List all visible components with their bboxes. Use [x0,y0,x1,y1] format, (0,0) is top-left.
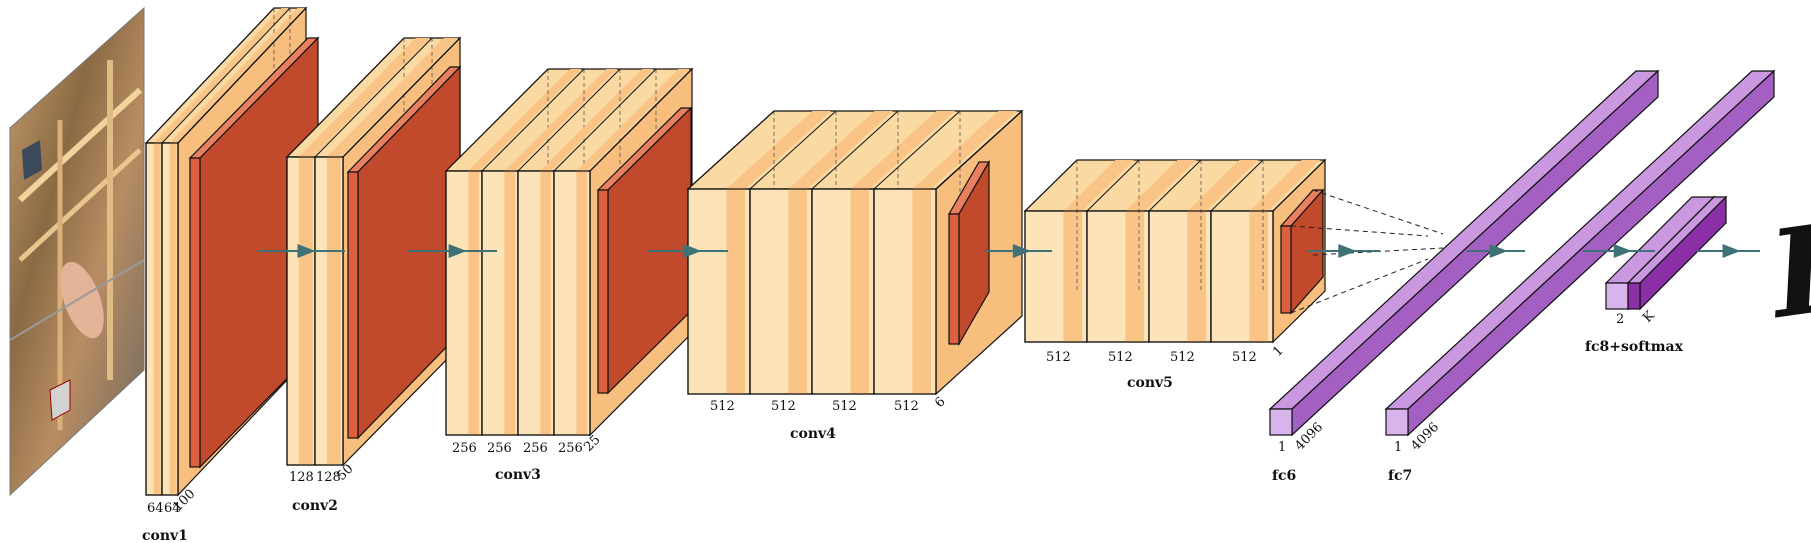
conv3-block-slab [481,68,618,436]
output-symbol: F [1759,193,1811,346]
fc8-dim-label: K [1640,308,1658,326]
conv3-block-slab [517,68,654,436]
fc7-block [1384,69,1776,437]
fc6-dim-label: 1 [1278,440,1286,455]
fc7-caption: fc7 [1388,468,1412,484]
conv4-pool-block [947,159,991,347]
conv3-dim-label: 256 [558,441,583,456]
flow-arrows [258,244,1760,258]
fc8-dim-label: 2 [1616,312,1624,327]
layer-blocks [144,6,1776,497]
flow-arrow [648,244,728,258]
conv5-dims: 512 512 512 512 1 [1046,343,1287,365]
flow-arrow [408,244,497,258]
conv4-dim-label: 512 [894,399,919,414]
input-image [9,6,145,497]
conv5-block-slab [1210,159,1321,343]
conv5-block [1023,158,1327,344]
conv1-caption: conv1 [142,528,188,543]
fc8-softmax-caption: fc8+softmax [1585,339,1684,355]
conv5-dim-label: 512 [1046,350,1071,365]
conv2-dim-label: 128 [289,470,314,485]
conv4-block-slab [873,110,1018,395]
fc6-block [1268,69,1660,437]
fc7-dim-label: 1 [1394,440,1402,455]
conv4-dims: 512 512 512 512 6 [710,394,949,414]
conv3-dim-label: 256 [523,441,548,456]
dashed-connector-line [1290,225,1429,237]
conv3-dim-label: 256 [452,441,477,456]
conv4-block-slab [811,110,956,395]
conv3-dim-label: 256 [487,441,512,456]
conv4-dim-label: 512 [710,399,735,414]
conv5-dim-label: 512 [1170,350,1195,365]
conv4-dim-label: 512 [771,399,796,414]
flow-arrow [985,244,1052,258]
conv3-block-slab [553,68,690,436]
conv3-caption: conv3 [495,467,541,483]
conv4-block [686,109,1024,396]
conv5-block-slab [1024,159,1135,343]
conv3-dims: 256 256 256 256 25 [452,433,604,456]
conv5-block-slab [1148,159,1259,343]
conv1-dim-label: 64 [147,501,164,516]
flow-arrow [1307,244,1380,258]
conv5-dim-label: 1 [1270,343,1286,359]
conv4-caption: conv4 [790,426,836,442]
conv2-block-slab [286,37,430,466]
fc8-dims: 2 K [1616,308,1658,327]
conv3-dim-label: 25 [581,433,603,455]
fc8-block-b [1626,195,1728,311]
dashed-connector-line [1290,258,1429,314]
flow-arrow [1583,244,1655,258]
conv5-dim-label: 512 [1108,350,1133,365]
dashed-connector-line [1312,189,1444,235]
conv2-block-slab [314,37,458,466]
conv2-pool-block [346,65,462,440]
conv2-caption: conv2 [292,498,338,514]
fc6-caption: fc6 [1272,468,1296,484]
conv5-block-slab [1086,159,1197,343]
conv4-block-slab [749,110,894,395]
flow-arrow [1467,244,1525,258]
conv4-dim-label: 6 [932,394,948,410]
conv4-dim-label: 512 [832,399,857,414]
conv3-block-slab [445,68,582,436]
flow-arrow [258,244,345,258]
flow-arrow [1697,244,1760,258]
conv2-dim-label: 128 [316,470,341,485]
conv1-block-slab [145,7,289,496]
conv5-dim-label: 512 [1232,350,1257,365]
svg-text:F: F [1759,193,1811,346]
conv5-caption: conv5 [1127,375,1173,391]
conv4-block-slab [687,110,832,395]
conv1-block-slab [161,7,305,496]
conv1-dim-label: 64 [164,501,181,516]
